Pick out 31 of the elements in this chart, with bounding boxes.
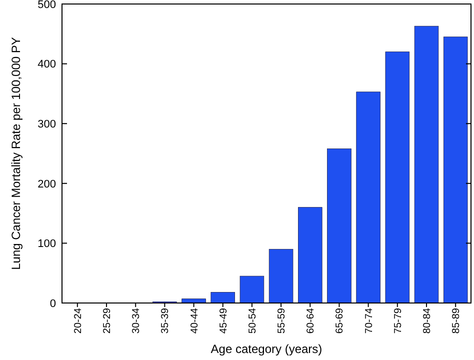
bar — [268, 248, 294, 304]
x-tick-label: 50-54 — [247, 308, 258, 334]
x-tick-label: 60-64 — [306, 308, 317, 334]
y-tick-label: 400 — [38, 58, 56, 71]
y-axis-title: Lung Cancer Mortality Rate per 100,000 PY — [9, 37, 23, 270]
bar — [298, 207, 322, 304]
x-tick-label: 25-29 — [102, 308, 114, 334]
y-tick-label: 100 — [38, 238, 56, 250]
x-tick-label: 75-79 — [392, 308, 404, 334]
x-tick-label: 55-59 — [276, 308, 288, 334]
bar — [327, 148, 352, 304]
x-tick-label: 30-34 — [131, 308, 142, 334]
y-tick-label: 200 — [38, 178, 56, 190]
bar — [210, 292, 235, 304]
x-tick-label: 65-69 — [334, 308, 346, 334]
x-tick-label: 20-24 — [72, 308, 84, 334]
x-tick-label: 80-84 — [422, 308, 433, 334]
x-tick-label: 40-44 — [189, 308, 200, 334]
bar — [356, 92, 380, 304]
y-tick-label: 300 — [38, 118, 56, 130]
x-tick-label: 45-49 — [218, 308, 230, 334]
bar — [385, 52, 410, 304]
x-tick-label: 70-74 — [364, 308, 375, 334]
bar — [443, 36, 468, 304]
x-tick-label: 35-39 — [160, 308, 172, 334]
y-tick-label: 500 — [38, 0, 56, 11]
bar — [240, 276, 264, 304]
y-tick-label: 0 — [50, 298, 56, 310]
x-tick-label: 85-89 — [451, 308, 462, 334]
x-axis-title: Age category (years) — [210, 342, 322, 356]
bar — [414, 26, 439, 304]
